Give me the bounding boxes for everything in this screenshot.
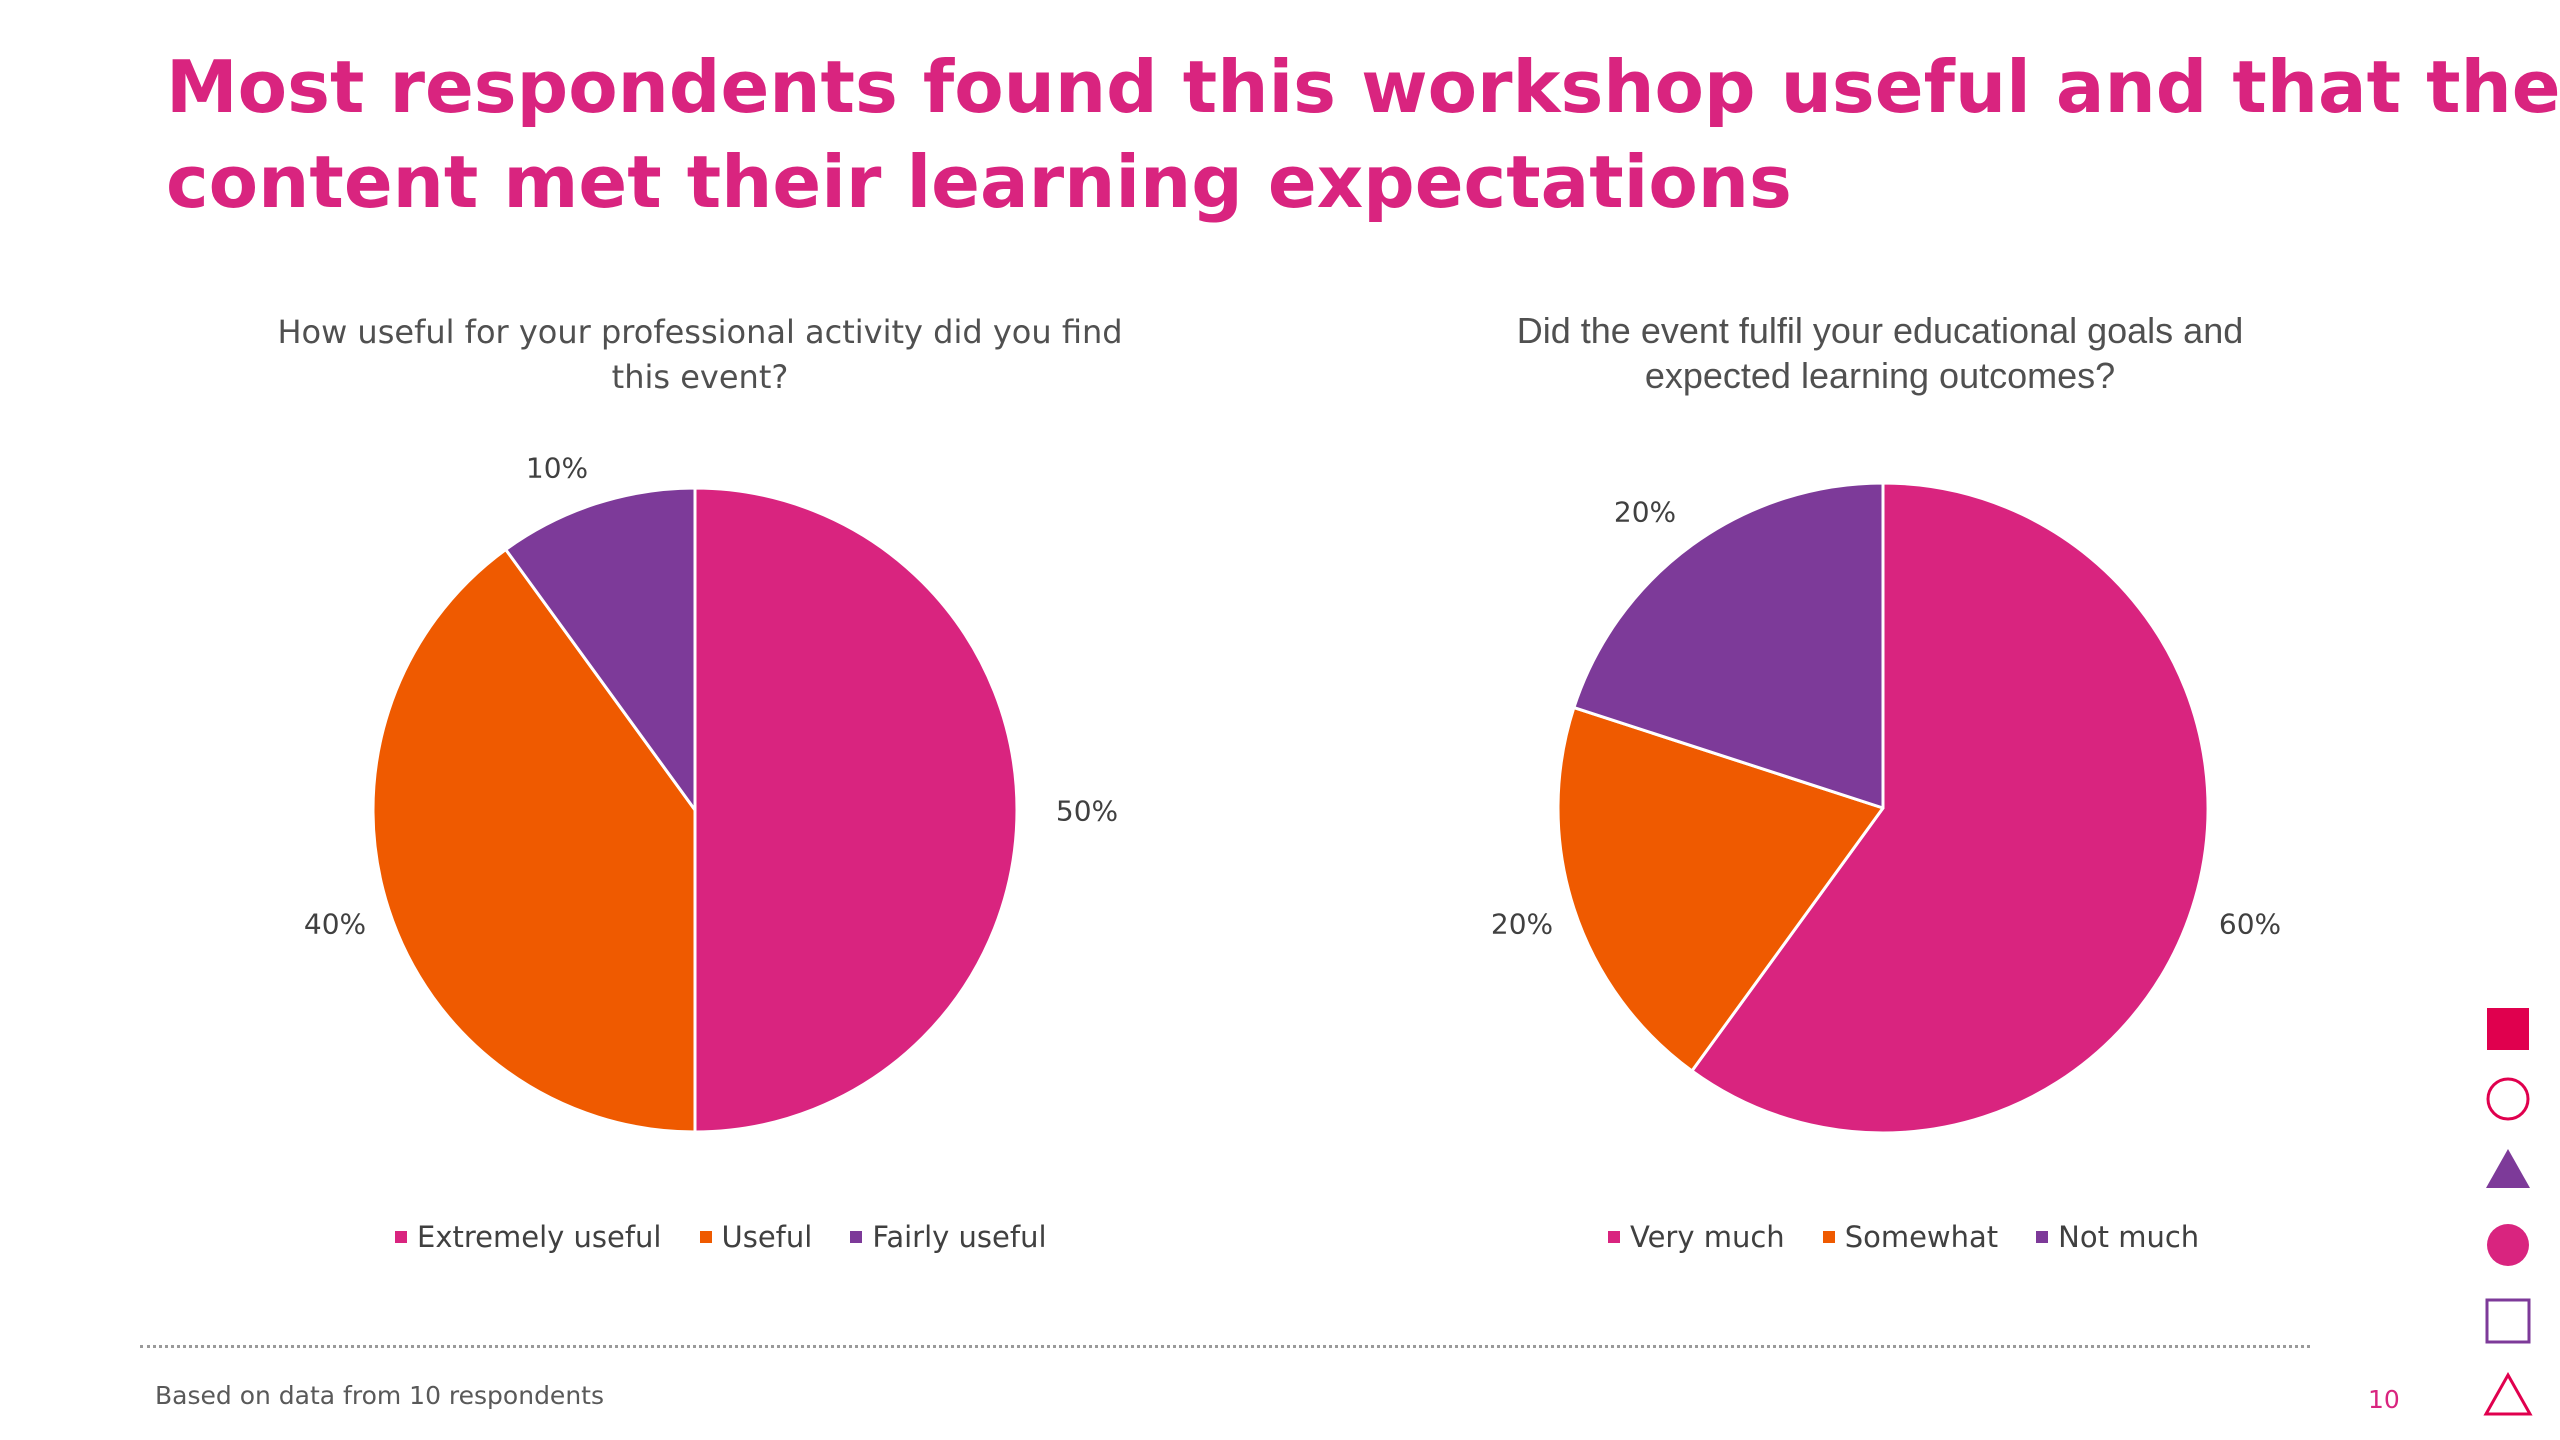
legend-label-useful: Useful	[721, 1220, 813, 1254]
legend-item-fairly-useful: Fairly useful	[850, 1220, 1047, 1254]
chart-1-title: How useful for your professional activit…	[200, 310, 1200, 400]
legend-item-extremely-useful: Extremely useful	[395, 1220, 662, 1254]
legend-swatch-very-much	[1608, 1231, 1620, 1243]
legend-item-very-much: Very much	[1608, 1220, 1785, 1254]
pie-chart-usefulness	[371, 486, 1019, 1134]
pie-1-label-fairly-useful: 10%	[525, 451, 589, 485]
legend-swatch-useful	[699, 1231, 712, 1243]
chart-1-legend: Extremely useful Useful Fairly useful	[395, 1220, 1047, 1254]
outline-circle-icon	[2486, 1077, 2530, 1121]
legend-label-not-much: Not much	[2058, 1220, 2200, 1254]
footnote: Based on data from 10 respondents	[155, 1381, 604, 1410]
legend-item-useful: Useful	[699, 1220, 813, 1254]
chart-1-title-line-1: How useful for your professional activit…	[277, 313, 1123, 351]
slide-title-line-2: content met their learning expectations	[166, 140, 1792, 224]
chart-2-title-line-1: Did the event fulfil your educational go…	[1516, 310, 2244, 351]
slide-title-line-1: Most respondents found this workshop use…	[166, 45, 2560, 129]
slide-title: Most respondents found this workshop use…	[166, 40, 2560, 230]
legend-label-extremely-useful: Extremely useful	[417, 1220, 662, 1254]
legend-swatch-somewhat	[1822, 1231, 1835, 1243]
legend-label-very-much: Very much	[1630, 1220, 1785, 1254]
pie-chart-goals	[1556, 481, 2210, 1135]
legend-item-somewhat: Somewhat	[1822, 1220, 1999, 1254]
filled-circle-icon	[2487, 1224, 2529, 1266]
pie-2-slice-very-much	[1690, 481, 2210, 1135]
chart-2-title-line-2: expected learning outcomes?	[1644, 355, 2116, 396]
legend-swatch-extremely-useful	[395, 1231, 407, 1243]
filled-triangle-icon	[2486, 1149, 2530, 1188]
pie-2-slice-somewhat	[1556, 706, 1885, 1073]
pie-1-label-useful: 40%	[303, 907, 367, 941]
footer-divider	[140, 1345, 2310, 1348]
legend-item-not-much: Not much	[2036, 1220, 2199, 1254]
pie-1-slice-useful	[371, 547, 697, 1134]
pie-2-label-not-much: 20%	[1613, 495, 1677, 529]
legend-swatch-fairly-useful	[850, 1231, 863, 1243]
legend-label-fairly-useful: Fairly useful	[872, 1220, 1047, 1254]
outline-square-icon	[2485, 1298, 2531, 1344]
chart-2-title: Did the event fulfil your educational go…	[1380, 308, 2380, 398]
filled-square-icon	[2487, 1008, 2529, 1050]
pie-2-slice-not-much	[1572, 481, 1885, 810]
pie-2-label-somewhat: 20%	[1490, 907, 1554, 941]
legend-swatch-not-much	[2036, 1231, 2049, 1243]
page-number: 10	[2368, 1385, 2400, 1414]
pie-1-slice-extremely-useful	[693, 486, 1019, 1134]
chart-1-title-line-2: this event?	[611, 358, 789, 396]
chart-2-legend: Very much Somewhat Not much	[1608, 1220, 2199, 1254]
outline-triangle-icon	[2483, 1371, 2533, 1416]
pie-1-label-extremely-useful: 50%	[1055, 794, 1119, 828]
pie-1-slice-fairly-useful	[504, 486, 697, 812]
pie-2-label-very-much: 60%	[2218, 907, 2282, 941]
legend-label-somewhat: Somewhat	[1844, 1220, 1999, 1254]
